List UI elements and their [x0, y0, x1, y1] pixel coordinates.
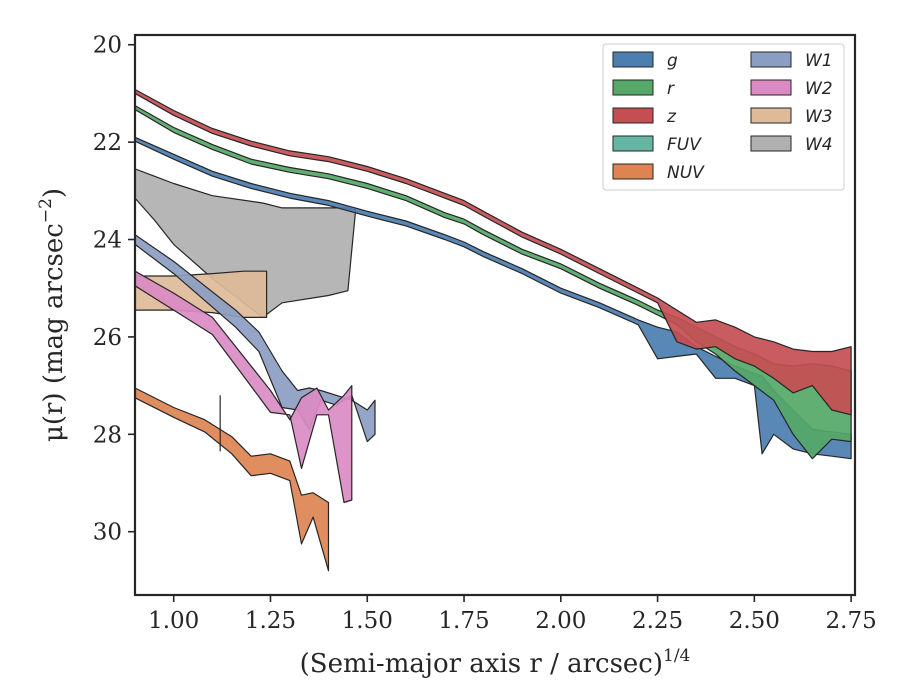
y-tick-label: 24: [93, 228, 122, 254]
band-w2: [135, 270, 353, 504]
band-g: [135, 136, 852, 460]
legend-swatch-w2: [750, 79, 792, 96]
y-tick-label: 30: [93, 520, 122, 546]
legend-label-r: r: [667, 79, 675, 99]
y-tick-label: 28: [93, 422, 122, 448]
legend-label-fuv: FUV: [667, 135, 702, 155]
x-tick-label: 1.75: [438, 608, 489, 634]
band-w4: [135, 168, 357, 318]
legend-swatch-w4: [750, 135, 792, 152]
plot-frame: [133, 33, 857, 597]
x-tick-label: 1.50: [342, 608, 393, 634]
legend-swatch-w1: [750, 51, 792, 68]
x-tick-label: 1.25: [245, 608, 296, 634]
x-tick-label: 2.25: [632, 608, 683, 634]
x-axis-ticks: 1.00 1.25 1.50 1.75 2.00 2.25 2.50 2.75: [148, 595, 877, 634]
x-tick-label: 2.00: [535, 608, 586, 634]
y-tick-label: 22: [93, 130, 122, 156]
x-tick-label: 2.50: [729, 608, 780, 634]
legend-swatch-w3: [750, 107, 792, 124]
y-tick-label: 26: [93, 325, 122, 351]
band-r: [135, 104, 852, 460]
legend-swatch-fuv: [612, 135, 654, 152]
legend-swatch-nuv: [612, 163, 654, 180]
legend-swatch-g: [612, 51, 654, 68]
legend: grz FUV NUV W1 W2 W3 W4: [602, 43, 845, 191]
legend-label-w2: W2: [805, 79, 833, 99]
legend-label-g: g: [667, 51, 678, 71]
y-axis-label: μ(r) (mag arcsec−2): [36, 188, 69, 442]
series-bands: [135, 88, 852, 572]
x-tick-label: 1.00: [148, 608, 199, 634]
legend-swatch-r: [612, 79, 654, 96]
legend-swatch-z: [612, 107, 654, 124]
y-tick-label: 20: [93, 33, 122, 59]
legend-label-w1: W1: [805, 51, 833, 71]
legend-label-nuv: NUV: [667, 163, 705, 183]
band-z: [135, 88, 852, 416]
legend-label-z: z: [666, 107, 677, 127]
legend-label-w3: W3: [805, 107, 833, 127]
x-tick-label: 2.75: [826, 608, 877, 634]
y-axis-ticks: 20 22 24 26 28 30: [93, 33, 135, 546]
x-axis-label: (Semi-major axis r / arcsec)1/4: [300, 646, 691, 679]
legend-label-w4: W4: [805, 135, 833, 155]
band-nuv: [135, 387, 330, 572]
